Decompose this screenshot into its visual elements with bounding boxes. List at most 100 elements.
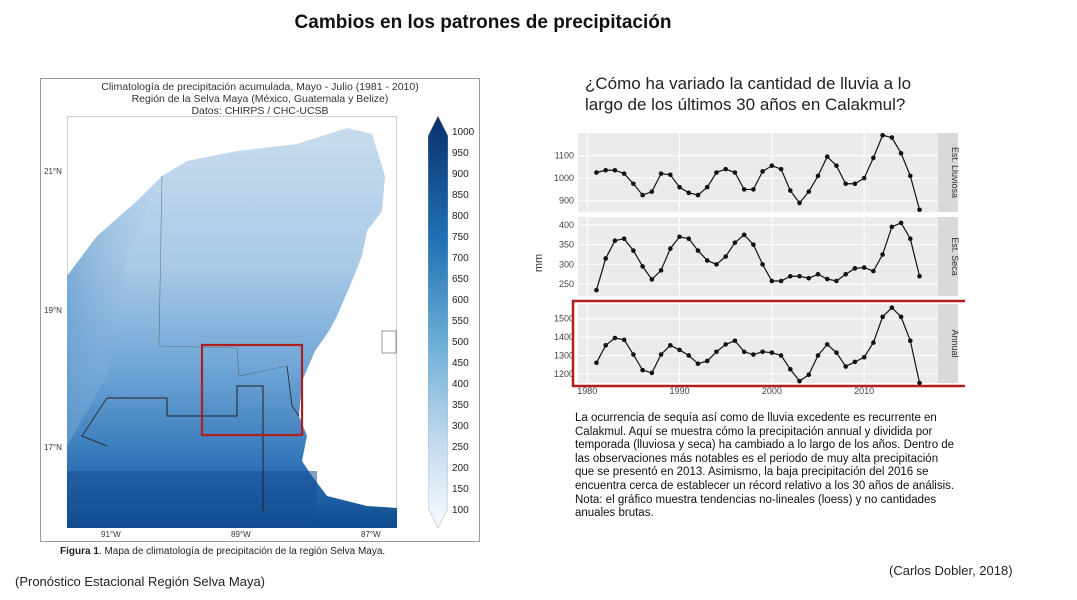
- data-point: [704, 258, 710, 263]
- data-point: [640, 264, 645, 269]
- lon-label-89: 89°W: [231, 530, 251, 539]
- annual-highlight-box: [571, 299, 965, 388]
- map-title-line-1: Climatología de precipitación acumulada,…: [101, 81, 419, 93]
- data-point: [834, 163, 839, 169]
- lat-label-21: 21°N: [44, 167, 62, 176]
- colorbar-tick-label: 300: [452, 421, 469, 432]
- data-point: [852, 266, 858, 271]
- panel-strip-label: Est. Lluviosa: [950, 147, 960, 198]
- data-point: [704, 184, 710, 190]
- y-tick-label: 300: [559, 259, 574, 269]
- colorbar-tick-label: 200: [452, 463, 469, 474]
- y-tick-label: 400: [559, 220, 574, 230]
- data-point: [741, 187, 747, 192]
- data-point: [815, 353, 821, 358]
- data-point: [631, 352, 636, 357]
- data-point: [704, 358, 710, 364]
- data-point: [668, 246, 673, 251]
- data-point: [815, 173, 821, 179]
- data-point: [695, 192, 701, 198]
- y-tick-label: 1500: [554, 314, 574, 324]
- data-point: [751, 187, 756, 192]
- citation: (Carlos Dobler, 2018): [889, 563, 1013, 578]
- data-point: [631, 181, 636, 187]
- data-point: [806, 275, 812, 281]
- colorbar-tick-label: 150: [452, 484, 469, 495]
- precipitation-map: [67, 116, 397, 528]
- data-point: [806, 189, 812, 194]
- y-tick-label: 1100: [555, 151, 574, 161]
- panel-strip-label: Annual: [950, 329, 960, 357]
- caption-text: . Mapa de climatología de precipitación …: [98, 546, 386, 557]
- map-figure-caption: Figura 1. Mapa de climatología de precip…: [60, 546, 385, 557]
- data-point: [677, 347, 682, 353]
- data-point: [889, 224, 895, 230]
- data-point: [714, 262, 719, 267]
- colorbar-tick-label: 700: [452, 253, 469, 264]
- data-point: [640, 192, 645, 198]
- x-tick-label: 1990: [670, 386, 690, 396]
- data-point: [769, 350, 775, 355]
- data-point: [603, 343, 608, 348]
- colorbar-tick-label: 500: [452, 337, 469, 348]
- panel-background: [578, 217, 938, 296]
- data-point: [594, 287, 599, 293]
- data-point: [824, 276, 830, 282]
- panel-strip: [938, 133, 958, 212]
- data-point: [861, 265, 867, 270]
- data-point: [714, 349, 719, 355]
- data-point: [603, 167, 608, 173]
- data-point: [861, 175, 867, 181]
- colorbar-tick-label: 900: [452, 169, 469, 180]
- data-point: [760, 169, 765, 174]
- data-point: [852, 359, 858, 365]
- colorbar-tick-label: 400: [452, 379, 469, 390]
- data-point: [621, 337, 627, 343]
- data-point: [778, 166, 784, 172]
- data-point: [714, 170, 719, 175]
- data-point: [732, 338, 738, 344]
- data-point: [649, 370, 655, 376]
- data-point: [668, 343, 673, 348]
- data-point: [621, 171, 627, 176]
- data-point: [686, 190, 692, 196]
- precipitation-map-figure: Climatología de precipitación acumulada,…: [40, 78, 480, 542]
- data-point: [908, 173, 913, 179]
- data-point: [797, 200, 802, 206]
- y-tick-label: 1000: [554, 173, 574, 183]
- data-point: [723, 342, 728, 347]
- data-point: [908, 338, 913, 344]
- y-tick-label: 1200: [554, 369, 574, 379]
- y-tick-label: 1300: [554, 350, 574, 360]
- data-point: [871, 268, 876, 274]
- colorbar-tick-label: 850: [452, 190, 469, 201]
- data-point: [751, 242, 756, 247]
- data-point: [871, 340, 876, 345]
- data-point: [917, 380, 922, 386]
- data-point: [834, 278, 839, 284]
- map-title-line-3: Datos: CHIRPS / CHC-UCSB: [191, 105, 329, 117]
- y-tick-label: 250: [559, 279, 574, 289]
- data-point: [686, 353, 692, 358]
- data-point: [788, 188, 793, 193]
- colorbar-tick-label: 950: [452, 148, 469, 159]
- colorbar-tick-label: 600: [452, 295, 469, 306]
- data-point: [612, 167, 618, 173]
- data-point: [741, 349, 747, 355]
- data-point: [677, 234, 682, 240]
- data-point: [695, 248, 701, 253]
- data-point: [843, 364, 848, 369]
- data-point: [760, 349, 765, 355]
- colorbar-tick-label: 450: [452, 358, 469, 369]
- colorbar-tick-label: 550: [452, 316, 469, 327]
- y-tick-label: 350: [559, 240, 574, 250]
- data-point: [898, 220, 904, 226]
- data-point: [852, 181, 858, 187]
- data-point: [889, 305, 895, 310]
- data-point: [778, 278, 784, 284]
- colorbar-tick-label: 250: [452, 442, 469, 453]
- colorbar-tick-label: 100: [452, 505, 469, 516]
- panel-strip: [938, 304, 958, 383]
- data-point: [760, 262, 765, 267]
- data-point: [695, 361, 701, 367]
